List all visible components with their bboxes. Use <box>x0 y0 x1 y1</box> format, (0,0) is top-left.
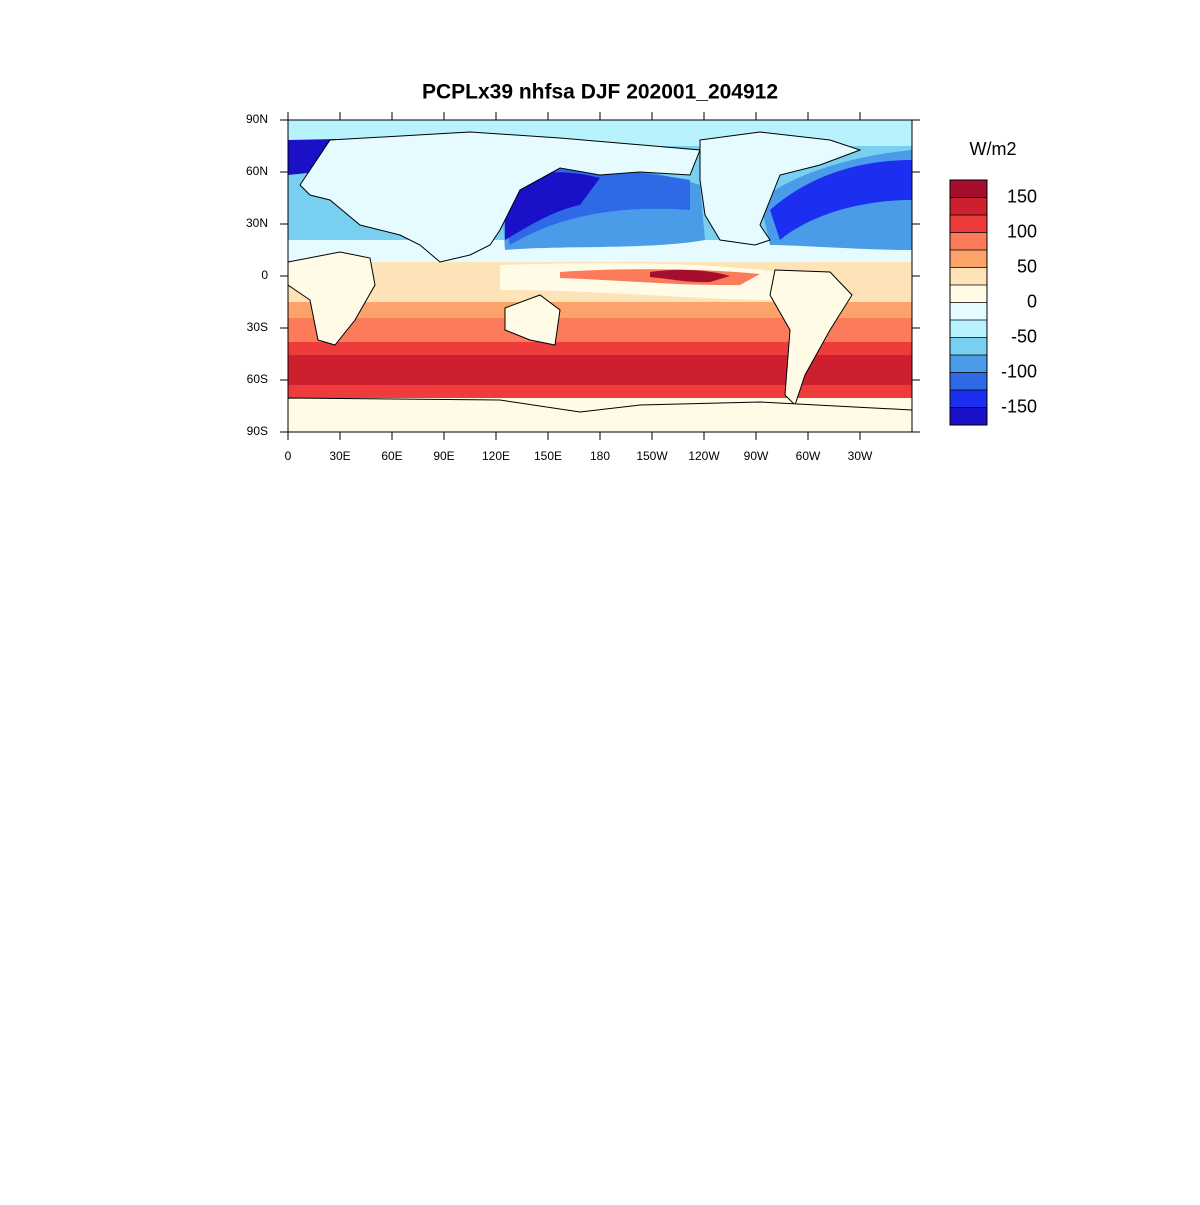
colorbar-box <box>950 390 987 408</box>
y-tick-label: 30N <box>246 216 268 230</box>
y-tick-label: 90S <box>247 424 268 438</box>
colorbar-box <box>950 320 987 338</box>
x-tick-label: 90W <box>744 449 769 463</box>
x-tick-label: 150E <box>534 449 562 463</box>
x-tick-label: 0 <box>285 449 292 463</box>
x-tick-label: 120W <box>688 449 720 463</box>
x-tick-label: 150W <box>636 449 668 463</box>
x-tick-label: 30E <box>329 449 350 463</box>
chart-title: PCPLx39 nhfsa DJF 202001_204912 <box>422 81 778 104</box>
y-tick-label: 60N <box>246 164 268 178</box>
field <box>288 120 912 432</box>
colorbar-box <box>950 215 987 233</box>
y-tick-label: 90N <box>246 112 268 126</box>
colorbar-label: -50 <box>1011 326 1037 346</box>
x-tick-label: 90E <box>433 449 454 463</box>
x-tick-label: 60E <box>381 449 402 463</box>
colorbar-label: 0 <box>1027 291 1037 311</box>
colorbar-box <box>950 372 987 390</box>
colorbar-label: 100 <box>1007 221 1037 241</box>
x-tick-label: 120E <box>482 449 510 463</box>
colorbar-title: W/m2 <box>970 139 1017 159</box>
colorbar-box <box>950 180 987 198</box>
x-tick-label: 60W <box>796 449 821 463</box>
colorbar-label: -100 <box>1001 361 1037 381</box>
colorbar-label: 150 <box>1007 186 1037 206</box>
colorbar-box <box>950 232 987 250</box>
colorbar-box <box>950 267 987 285</box>
colorbar-box <box>950 355 987 373</box>
colorbar-label: 50 <box>1017 256 1037 276</box>
y-tick-label: 60S <box>247 372 268 386</box>
y-tick-label: 0 <box>261 268 268 282</box>
colorbar-box <box>950 250 987 268</box>
colorbar-frame <box>949 179 988 426</box>
y-tick-label: 30S <box>247 320 268 334</box>
colorbar-box <box>950 197 987 215</box>
colorbar-box <box>950 302 987 320</box>
colorbar-box <box>950 407 987 425</box>
colorbar-box <box>950 285 987 303</box>
x-tick-label: 30W <box>848 449 873 463</box>
colorbar-box <box>950 337 987 355</box>
colorbar-label: -150 <box>1001 396 1037 416</box>
x-tick-label: 180 <box>590 449 610 463</box>
